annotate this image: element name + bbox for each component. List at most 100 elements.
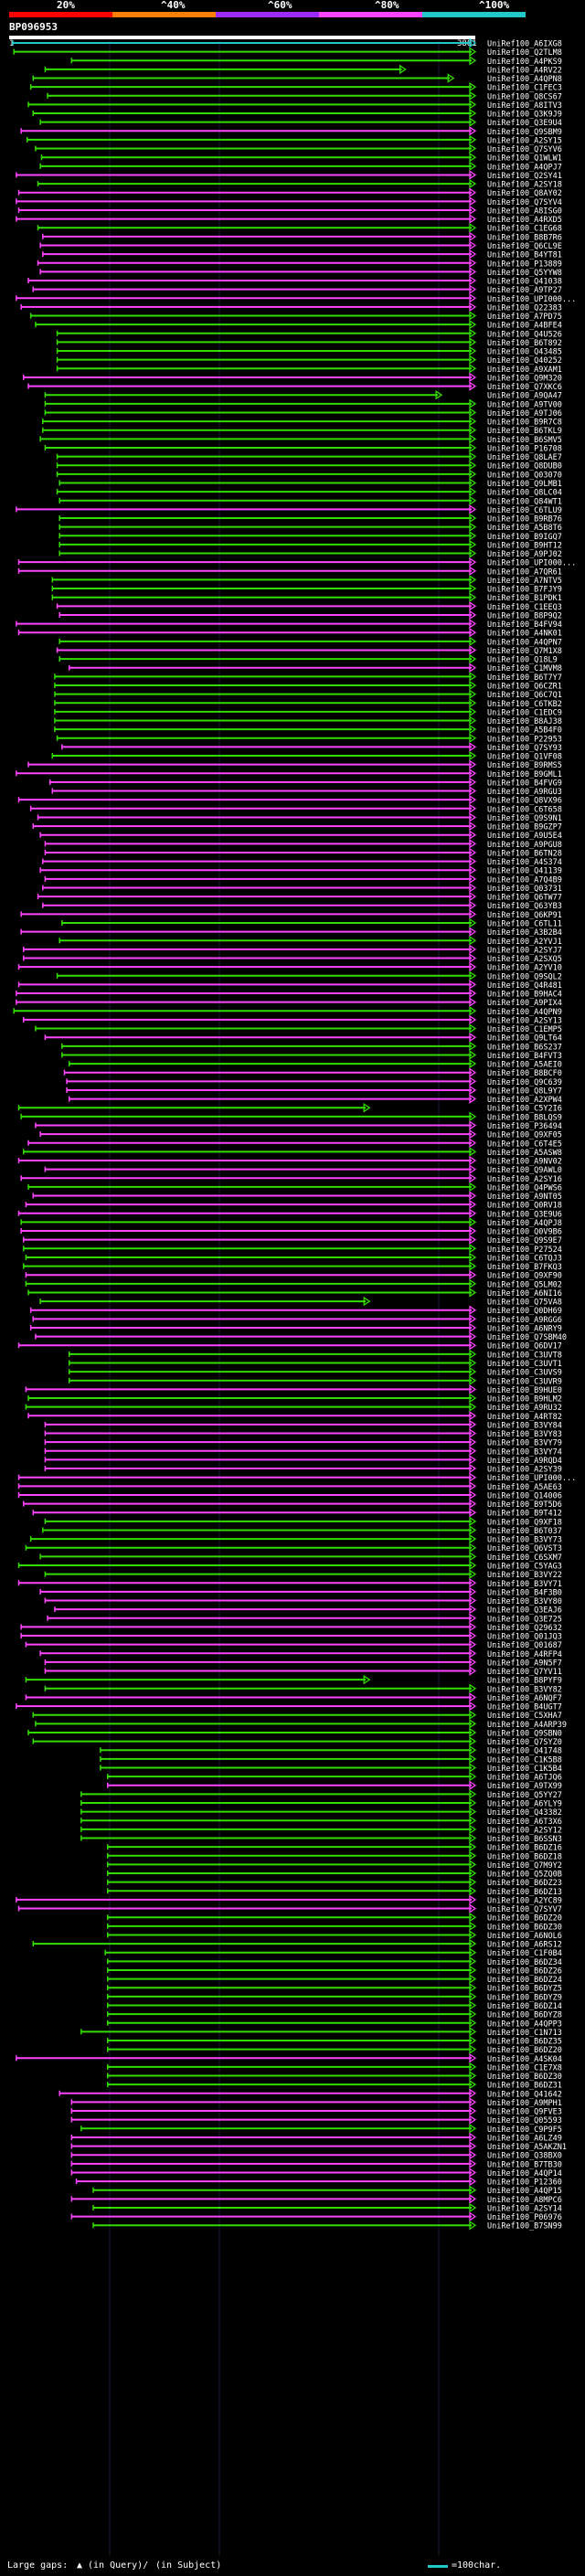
hit-row[interactable]: UniRef100_A4QPN8 bbox=[32, 73, 562, 85]
hit-label[interactable]: UniRef100_UPI000... bbox=[487, 295, 576, 304]
hit-label[interactable]: UniRef100_B6DZ24 bbox=[487, 1976, 562, 1985]
hit-row[interactable]: UniRef100_B6DZ20 bbox=[107, 2044, 562, 2056]
hit-row[interactable]: UniRef100_B4UGT7 bbox=[16, 1701, 562, 1712]
hit-row[interactable]: UniRef100_B8AJ38 bbox=[54, 716, 562, 727]
hit-row[interactable]: UniRef100_Q14006 bbox=[17, 1489, 562, 1501]
hit-row[interactable]: UniRef100_Q6CL9E bbox=[39, 240, 562, 251]
hit-row[interactable]: UniRef100_B4FVT3 bbox=[61, 1050, 562, 1061]
hit-label[interactable]: UniRef100_A9XAM1 bbox=[487, 366, 562, 375]
hit-row[interactable]: UniRef100_C6TKB2 bbox=[54, 698, 562, 709]
hit-label[interactable]: UniRef100_A9QA47 bbox=[487, 392, 562, 401]
hit-label[interactable]: UniRef100_B6T7Y7 bbox=[487, 673, 562, 683]
hit-row[interactable]: UniRef100_A6YLY9 bbox=[80, 1797, 562, 1809]
hit-label[interactable]: UniRef100_B6DZ20 bbox=[487, 2046, 562, 2055]
hit-label[interactable]: UniRef100_A5B4F0 bbox=[487, 726, 562, 736]
hit-label[interactable]: UniRef100_B7FKQ3 bbox=[487, 1263, 562, 1272]
hit-label[interactable]: UniRef100_A4RXD5 bbox=[487, 216, 562, 225]
hit-row[interactable]: UniRef100_A7NTV5 bbox=[51, 575, 562, 586]
hit-label[interactable]: UniRef100_B4UGT7 bbox=[487, 1703, 562, 1712]
hit-row[interactable]: UniRef100_C5Y2I6 bbox=[17, 1103, 562, 1114]
hit-label[interactable]: UniRef100_C3UVS9 bbox=[487, 1369, 562, 1378]
hit-row[interactable]: UniRef100_Q3E9U6 bbox=[17, 1208, 562, 1220]
hit-label[interactable]: UniRef100_A4QPN8 bbox=[487, 75, 562, 84]
hit-row[interactable]: UniRef100_Q6CZR1 bbox=[54, 680, 562, 692]
hit-row[interactable]: UniRef100_A2SY16 bbox=[20, 1173, 562, 1184]
hit-label[interactable]: UniRef100_Q22383 bbox=[487, 303, 562, 313]
hit-row[interactable]: UniRef100_B9HLM2 bbox=[27, 1393, 562, 1405]
hit-label[interactable]: UniRef100_B6DZ13 bbox=[487, 1888, 562, 1897]
hit-label[interactable]: UniRef100_A5B8T6 bbox=[487, 524, 562, 533]
hit-label[interactable]: UniRef100_B6DZ16 bbox=[487, 1844, 562, 1853]
hit-label[interactable]: UniRef100_B8LQS9 bbox=[487, 1113, 562, 1122]
hit-row[interactable]: UniRef100_B1PDK1 bbox=[51, 592, 562, 604]
hit-row[interactable]: UniRef100_A3B2B4 bbox=[20, 927, 562, 938]
hit-row[interactable]: UniRef100_C1EG68 bbox=[37, 223, 562, 234]
hit-row[interactable]: UniRef100_A4BFE4 bbox=[35, 319, 562, 331]
hit-label[interactable]: UniRef100_Q9SBM9 bbox=[487, 128, 562, 137]
hit-row[interactable]: UniRef100_B3VY83 bbox=[44, 1428, 562, 1440]
hit-label[interactable]: UniRef100_B6SSN3 bbox=[487, 1835, 562, 1844]
hit-label[interactable]: UniRef100_B6T037 bbox=[487, 1527, 562, 1536]
hit-row[interactable]: UniRef100_A9TX99 bbox=[107, 1780, 562, 1792]
hit-label[interactable]: UniRef100_A4QP14 bbox=[487, 2169, 562, 2178]
hit-row[interactable]: UniRef100_Q6TW77 bbox=[37, 891, 562, 903]
hit-row[interactable]: UniRef100_C3UVT1 bbox=[68, 1358, 562, 1370]
hit-label[interactable]: UniRef100_C6TQJ3 bbox=[487, 1254, 562, 1263]
hit-label[interactable]: UniRef100_B9RB76 bbox=[487, 515, 562, 525]
hit-row[interactable]: UniRef100_A2YC89 bbox=[16, 1894, 562, 1906]
hit-label[interactable]: UniRef100_B7TB30 bbox=[487, 2160, 562, 2169]
hit-row[interactable]: UniRef100_Q9SQL2 bbox=[56, 970, 562, 982]
hit-row[interactable]: UniRef100_Q0V9B6 bbox=[20, 1225, 562, 1237]
hit-label[interactable]: UniRef100_B6DZ35 bbox=[487, 2038, 562, 2047]
hit-label[interactable]: UniRef100_Q3K9J9 bbox=[487, 111, 562, 120]
hit-label[interactable]: UniRef100_Q6DV17 bbox=[487, 1342, 562, 1352]
hit-row[interactable]: UniRef100_Q41038 bbox=[27, 275, 562, 287]
hit-label[interactable]: UniRef100_Q8CS67 bbox=[487, 92, 562, 101]
hit-row[interactable]: UniRef100_B4FVG9 bbox=[48, 777, 562, 789]
hit-row[interactable]: UniRef100_B7FJY9 bbox=[51, 583, 562, 595]
hit-row[interactable]: UniRef100_Q3EAJ6 bbox=[54, 1604, 562, 1616]
hit-row[interactable]: UniRef100_Q4U526 bbox=[56, 328, 562, 340]
hit-row[interactable]: UniRef100_C1F0B4 bbox=[104, 1947, 562, 1959]
hit-label[interactable]: UniRef100_C3UVT1 bbox=[487, 1360, 562, 1369]
hit-row[interactable]: UniRef100_A4NK01 bbox=[17, 627, 562, 639]
hit-label[interactable]: UniRef100_Q6C7Q1 bbox=[487, 691, 562, 700]
hit-label[interactable]: UniRef100_B9GML1 bbox=[487, 770, 562, 779]
hit-row[interactable]: UniRef100_C1EDC9 bbox=[54, 706, 562, 718]
hit-label[interactable]: UniRef100_B9T412 bbox=[487, 1510, 562, 1519]
hit-row[interactable]: UniRef100_Q5YY27 bbox=[80, 1789, 562, 1800]
hit-label[interactable]: UniRef100_B8P9Q2 bbox=[487, 611, 562, 620]
hit-row[interactable]: UniRef100_B6DZ14 bbox=[107, 2000, 562, 2011]
hit-row[interactable]: UniRef100_C1EMP5 bbox=[35, 1023, 562, 1035]
hit-label[interactable]: UniRef100_P12360 bbox=[487, 2178, 562, 2188]
hit-row[interactable]: UniRef100_A4SK04 bbox=[16, 2053, 562, 2064]
hit-label[interactable]: UniRef100_A6TJQ6 bbox=[487, 1774, 562, 1783]
hit-label[interactable]: UniRef100_B9HAC4 bbox=[487, 991, 562, 1000]
hit-row[interactable]: UniRef100_C1MVM8 bbox=[68, 663, 562, 674]
hit-row[interactable]: UniRef100_Q5YYW8 bbox=[39, 267, 562, 278]
hit-label[interactable]: UniRef100_A9NV02 bbox=[487, 1158, 562, 1167]
hit-row[interactable]: UniRef100_B8P9Q2 bbox=[58, 610, 562, 621]
hit-row[interactable]: UniRef100_B9RB76 bbox=[58, 513, 562, 525]
hit-label[interactable]: UniRef100_Q5ZQ0B bbox=[487, 1871, 562, 1880]
hit-label[interactable]: UniRef100_Q6VST3 bbox=[487, 1544, 562, 1553]
hit-label[interactable]: UniRef100_A2SY16 bbox=[487, 1175, 562, 1184]
hit-label[interactable]: UniRef100_Q4R481 bbox=[487, 981, 562, 991]
hit-row[interactable]: UniRef100_UPI000... bbox=[17, 557, 577, 568]
hit-label[interactable]: UniRef100_Q43485 bbox=[487, 348, 562, 357]
hit-row[interactable]: UniRef100_B9GML1 bbox=[16, 769, 562, 779]
hit-label[interactable]: UniRef100_Q41642 bbox=[487, 2090, 562, 2099]
hit-label[interactable]: UniRef100_Q6TW77 bbox=[487, 894, 562, 903]
hit-row[interactable]: UniRef100_Q7M9Y2 bbox=[107, 1860, 562, 1871]
hit-label[interactable]: UniRef100_A9MPH1 bbox=[487, 2099, 562, 2108]
hit-row[interactable]: UniRef100_Q9LT64 bbox=[44, 1032, 562, 1044]
hit-label[interactable]: UniRef100_C5XHA7 bbox=[487, 1712, 562, 1721]
hit-label[interactable]: UniRef100_Q9SBN0 bbox=[487, 1729, 562, 1738]
hit-label[interactable]: UniRef100_C6T4E5 bbox=[487, 1140, 562, 1149]
hit-row[interactable]: UniRef100_Q1WLW1 bbox=[40, 152, 562, 164]
hit-row[interactable]: UniRef100_B7SN99 bbox=[92, 2221, 562, 2231]
hit-label[interactable]: UniRef100_B6DZ23 bbox=[487, 1879, 562, 1888]
hit-label[interactable]: UniRef100_A6NRY9 bbox=[487, 1324, 562, 1333]
hit-label[interactable]: UniRef100_B8B7R6 bbox=[487, 233, 562, 242]
hit-row[interactable]: UniRef100_A6TJQ6 bbox=[107, 1771, 562, 1783]
